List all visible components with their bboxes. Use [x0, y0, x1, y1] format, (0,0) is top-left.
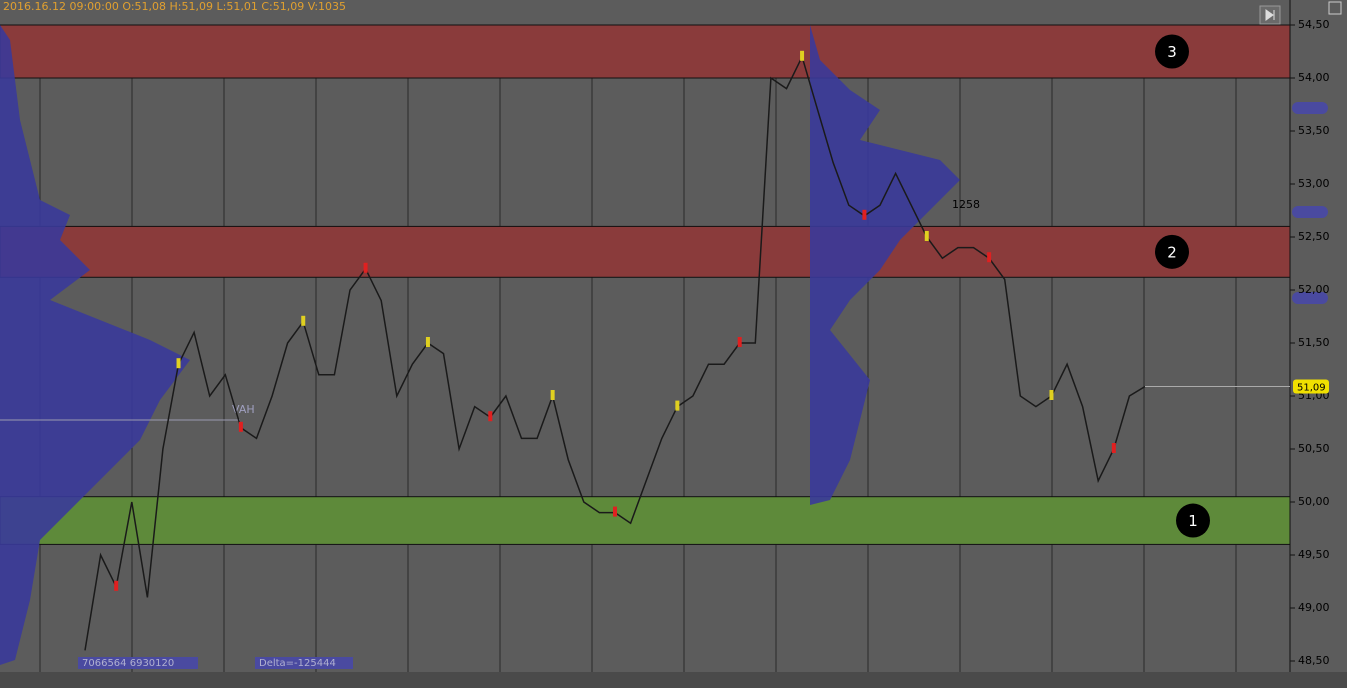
zones: 3 2 1	[0, 24, 1291, 545]
highlight-bar	[800, 50, 805, 61]
y-tick-label: 51,50	[1298, 336, 1330, 349]
y-tick-label: 48,50	[1298, 654, 1330, 667]
header-text: 2016.16.12 09:00:00 O:51,08 H:51,09 L:51…	[3, 0, 346, 13]
highlight-bar	[737, 337, 742, 347]
delta-box	[255, 657, 353, 669]
highlight-bar	[1049, 390, 1054, 400]
y-tick-label: 53,50	[1298, 124, 1330, 137]
profile-marker	[1292, 206, 1328, 218]
zone-label: 3	[1167, 43, 1177, 61]
highlight-bar	[613, 506, 617, 517]
y-tick-label: 52,00	[1298, 283, 1330, 296]
highlight-bar	[301, 315, 306, 326]
zone	[0, 24, 1291, 79]
highlight-bar	[488, 411, 493, 422]
vertical-grid	[39, 25, 1237, 672]
y-tick-label: 50,00	[1298, 495, 1330, 508]
zone	[0, 225, 1291, 278]
last-price-label: 51,09	[1297, 382, 1326, 393]
last-price-tag	[1293, 379, 1329, 394]
highlight-bar	[176, 358, 181, 369]
play-icon	[1265, 9, 1275, 21]
profile-marker	[1292, 102, 1328, 114]
delta-text: Delta=-125444	[259, 658, 336, 669]
y-tick-label: 54,00	[1298, 71, 1330, 84]
volume-text: 7066564 6930120	[82, 658, 174, 669]
zone	[0, 496, 1291, 545]
highlight-bar	[425, 337, 430, 347]
y-tick-label: 50,50	[1298, 442, 1330, 455]
poc-label: 1258	[952, 198, 980, 211]
zone-label: 1	[1188, 512, 1198, 530]
y-tick-label: 52,50	[1298, 230, 1330, 243]
zone-label: 2	[1167, 243, 1177, 261]
highlight-bar	[1111, 443, 1116, 453]
volume-profile-left	[0, 25, 190, 665]
highlight-bar	[987, 252, 992, 263]
volume-profile-mid	[810, 25, 960, 505]
zone-badge	[1155, 34, 1189, 69]
volume-box	[78, 657, 198, 669]
y-tick-label: 54,50	[1298, 18, 1330, 31]
highlight-bar	[114, 580, 119, 591]
y-tick-label: 53,00	[1298, 177, 1330, 190]
y-tick-label: 49,00	[1298, 601, 1330, 614]
profile-marker	[1292, 292, 1328, 304]
highlight-bar	[862, 209, 867, 220]
highlight-bar	[363, 262, 368, 273]
menu-button[interactable]	[1328, 1, 1342, 15]
y-tick-label: 49,50	[1298, 548, 1330, 561]
zone-badge	[1176, 503, 1210, 538]
highlight-bar	[238, 421, 243, 432]
zone-badge	[1155, 234, 1189, 269]
vah-label: VAH	[232, 403, 255, 416]
highlight-bar	[924, 231, 929, 241]
time-axis	[0, 672, 1347, 688]
highlight-bar	[550, 390, 555, 400]
highlight-bar	[675, 400, 680, 411]
